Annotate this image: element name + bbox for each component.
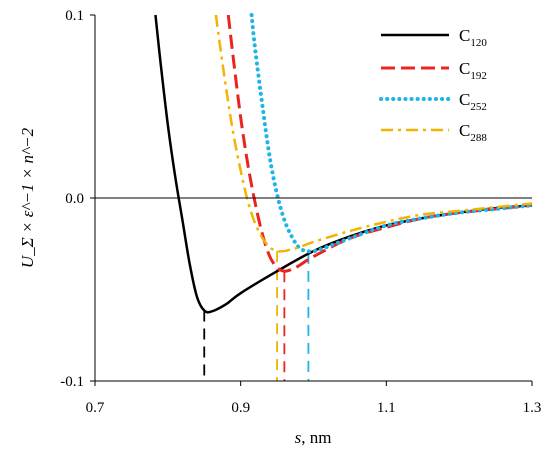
legend: C120 C192 C252 C288 <box>379 26 487 144</box>
x-axis-title: s, nm <box>295 428 332 447</box>
x-axis-variable: s <box>295 428 302 447</box>
series-line-c192 <box>226 14 533 273</box>
legend-item: C252 <box>379 90 487 113</box>
legend-label: C120 <box>459 26 487 49</box>
series-curves <box>154 13 534 314</box>
x-axis-unit: , nm <box>301 428 331 447</box>
legend-label: C252 <box>459 90 487 113</box>
legend-item: C192 <box>381 59 487 82</box>
x-tick-label: 1.1 <box>377 400 396 416</box>
y-tick-label: 0.1 <box>65 8 84 24</box>
y-axis-title: U_Σ × ε^−1 × n^−2 <box>18 127 37 268</box>
legend-label: C288 <box>459 121 487 144</box>
legend-item: C120 <box>381 26 487 49</box>
series-line-c288 <box>214 14 533 253</box>
y-tick-label: -0.1 <box>60 374 84 390</box>
tick-marks <box>90 14 533 386</box>
series-line-c120 <box>154 14 533 314</box>
legend-label: C192 <box>459 59 487 82</box>
series-line-c252 <box>249 13 534 254</box>
legend-item: C288 <box>381 121 487 144</box>
x-tick-label: 0.9 <box>231 400 250 416</box>
x-tick-label: 0.7 <box>86 400 105 416</box>
x-tick-label: 1.3 <box>523 400 542 416</box>
minimum-drop-lines <box>203 251 310 381</box>
y-tick-label: 0.0 <box>65 191 84 207</box>
